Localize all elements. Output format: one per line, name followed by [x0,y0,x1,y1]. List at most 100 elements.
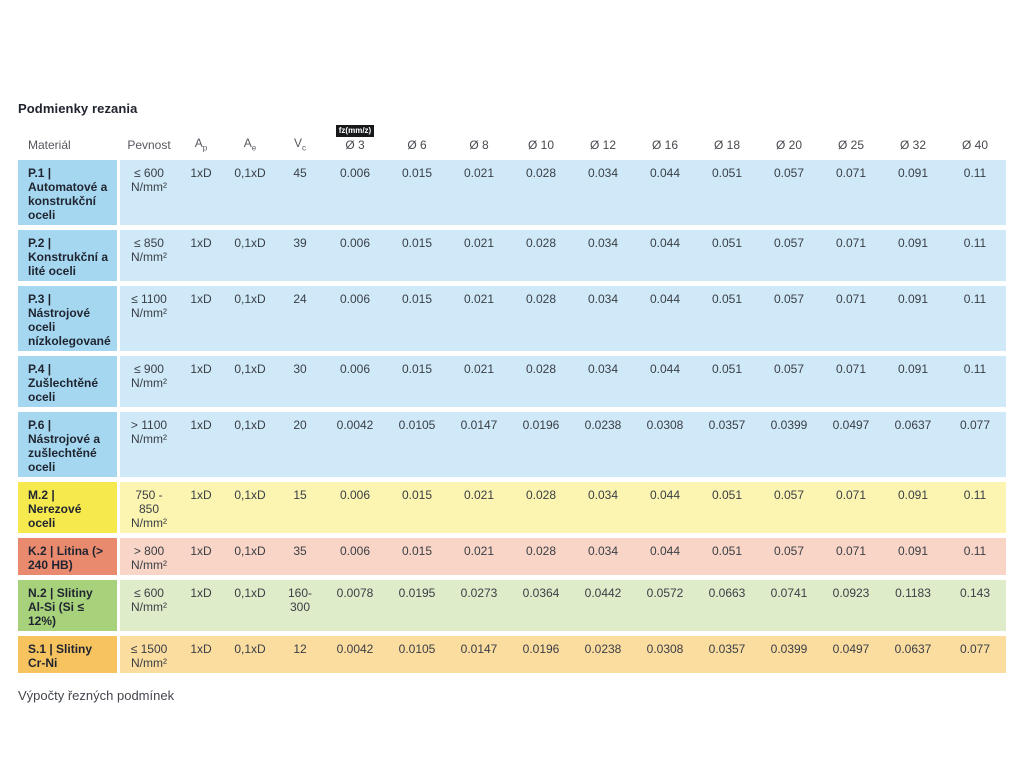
fz-value-cell: 0.0572 [634,580,696,631]
fz-value-cell: 0.021 [448,482,510,533]
fz-value-cell: 0.021 [448,356,510,407]
col-header-material: Materiál [28,138,71,152]
fz-value-cell: 0.006 [324,482,386,533]
ae-cell: 0,1xD [224,230,276,281]
fz-value-cell: 0.0637 [882,412,944,477]
fz-value-cell: 0.11 [944,356,1006,407]
material-cell: P.3 | Nástrojové oceli nízkolegované [18,286,120,351]
fz-value-cell: 0.057 [758,286,820,351]
fz-value-cell: 0.0399 [758,636,820,673]
fz-value-cell: 0.034 [572,160,634,225]
vc-cell: 30 [276,356,324,407]
fz-value-cell: 0.021 [448,230,510,281]
fz-value-cell: 0.028 [510,482,572,533]
ae-cell: 0,1xD [224,636,276,673]
col-header-d20: Ø 20 [775,138,802,152]
fz-value-cell: 0.077 [944,412,1006,477]
fz-value-cell: 0.044 [634,160,696,225]
fz-unit-badge: fz(mm/z) [335,125,375,137]
fz-value-cell: 0.091 [882,286,944,351]
fz-value-cell: 0.015 [386,230,448,281]
fz-value-cell: 0.028 [510,538,572,575]
fz-value-cell: 0.015 [386,538,448,575]
ae-cell: 0,1xD [224,580,276,631]
fz-value-cell: 0.071 [820,286,882,351]
vc-cell: 24 [276,286,324,351]
fz-value-cell: 0.11 [944,482,1006,533]
fz-value-cell: 0.0196 [510,412,572,477]
fz-value-cell: 0.057 [758,356,820,407]
material-row: P.2 | Konstrukční a lité oceli ≤ 850 N/m… [18,230,1006,281]
fz-value-cell: 0.0105 [386,636,448,673]
fz-value-cell: 0.0195 [386,580,448,631]
fz-value-cell: 0.006 [324,160,386,225]
pevnost-cell: > 1100 N/mm² [120,412,178,477]
fz-value-cell: 0.021 [448,286,510,351]
material-cell: P.6 | Nástrojové a zušlechtěné oceli [18,412,120,477]
fz-value-cell: 0.015 [386,160,448,225]
col-header-d12: Ø 12 [589,138,616,152]
material-row: S.1 | Slitiny Cr-Ni ≤ 1500 N/mm² 1xD 0,1… [18,636,1006,673]
page: Podmienky rezania Materiál Pevnost Ap Ae… [18,101,1006,703]
fz-value-cell: 0.143 [944,580,1006,631]
fz-value-cell: 0.1183 [882,580,944,631]
fz-value-cell: 0.077 [944,636,1006,673]
fz-value-cell: 0.091 [882,482,944,533]
vc-cell: 12 [276,636,324,673]
fz-value-cell: 0.0442 [572,580,634,631]
fz-value-cell: 0.034 [572,356,634,407]
ae-cell: 0,1xD [224,482,276,533]
fz-value-cell: 0.034 [572,286,634,351]
fz-value-cell: 0.0238 [572,636,634,673]
ap-cell: 1xD [178,356,224,407]
fz-value-cell: 0.044 [634,482,696,533]
fz-value-cell: 0.034 [572,538,634,575]
col-header-d6: Ø 6 [407,138,427,152]
ap-cell: 1xD [178,580,224,631]
pevnost-cell: ≤ 600 N/mm² [120,160,178,225]
material-cell: N.2 | Slitiny Al-Si (Si ≤ 12%) [18,580,120,631]
fz-value-cell: 0.051 [696,230,758,281]
material-cell: K.2 | Litina (> 240 HB) [18,538,120,575]
ap-cell: 1xD [178,482,224,533]
fz-value-cell: 0.0308 [634,412,696,477]
material-row: P.1 | Automatové a konstrukční oceli ≤ 6… [18,160,1006,225]
fz-value-cell: 0.028 [510,160,572,225]
fz-value-cell: 0.021 [448,538,510,575]
fz-value-cell: 0.034 [572,482,634,533]
pevnost-cell: ≤ 600 N/mm² [120,580,178,631]
vc-cell: 160-300 [276,580,324,631]
fz-value-cell: 0.0399 [758,412,820,477]
fz-value-cell: 0.11 [944,286,1006,351]
fz-value-cell: 0.091 [882,538,944,575]
ap-cell: 1xD [178,538,224,575]
ap-cell: 1xD [178,230,224,281]
vc-cell: 20 [276,412,324,477]
col-header-vc: Vc [293,135,306,152]
material-cell: P.1 | Automatové a konstrukční oceli [18,160,120,225]
fz-value-cell: 0.091 [882,356,944,407]
fz-value-cell: 0.0273 [448,580,510,631]
vc-cell: 39 [276,230,324,281]
fz-value-cell: 0.0147 [448,412,510,477]
col-header-d8: Ø 8 [469,138,489,152]
cutting-conditions-table: Materiál Pevnost Ap Ae Vc fz(mm/z) Ø 3 Ø… [18,120,1006,678]
fz-value-cell: 0.071 [820,230,882,281]
fz-value-cell: 0.0497 [820,636,882,673]
page-title: Podmienky rezania [18,101,138,116]
table-header-row: Materiál Pevnost Ap Ae Vc fz(mm/z) Ø 3 Ø… [18,125,1006,155]
material-row: P.3 | Nástrojové oceli nízkolegované ≤ 1… [18,286,1006,351]
col-header-pevnost: Pevnost [127,138,171,152]
fz-value-cell: 0.071 [820,160,882,225]
material-cell: M.2 | Nerezové oceli [18,482,120,533]
fz-value-cell: 0.091 [882,160,944,225]
fz-value-cell: 0.006 [324,286,386,351]
fz-value-cell: 0.0042 [324,636,386,673]
fz-value-cell: 0.071 [820,356,882,407]
fz-value-cell: 0.0923 [820,580,882,631]
material-row: M.2 | Nerezové oceli 750 - 850 N/mm² 1xD… [18,482,1006,533]
col-header-d3: fz(mm/z) Ø 3 [324,125,386,155]
fz-value-cell: 0.0497 [820,412,882,477]
pevnost-cell: ≤ 900 N/mm² [120,356,178,407]
material-cell: S.1 | Slitiny Cr-Ni [18,636,120,673]
